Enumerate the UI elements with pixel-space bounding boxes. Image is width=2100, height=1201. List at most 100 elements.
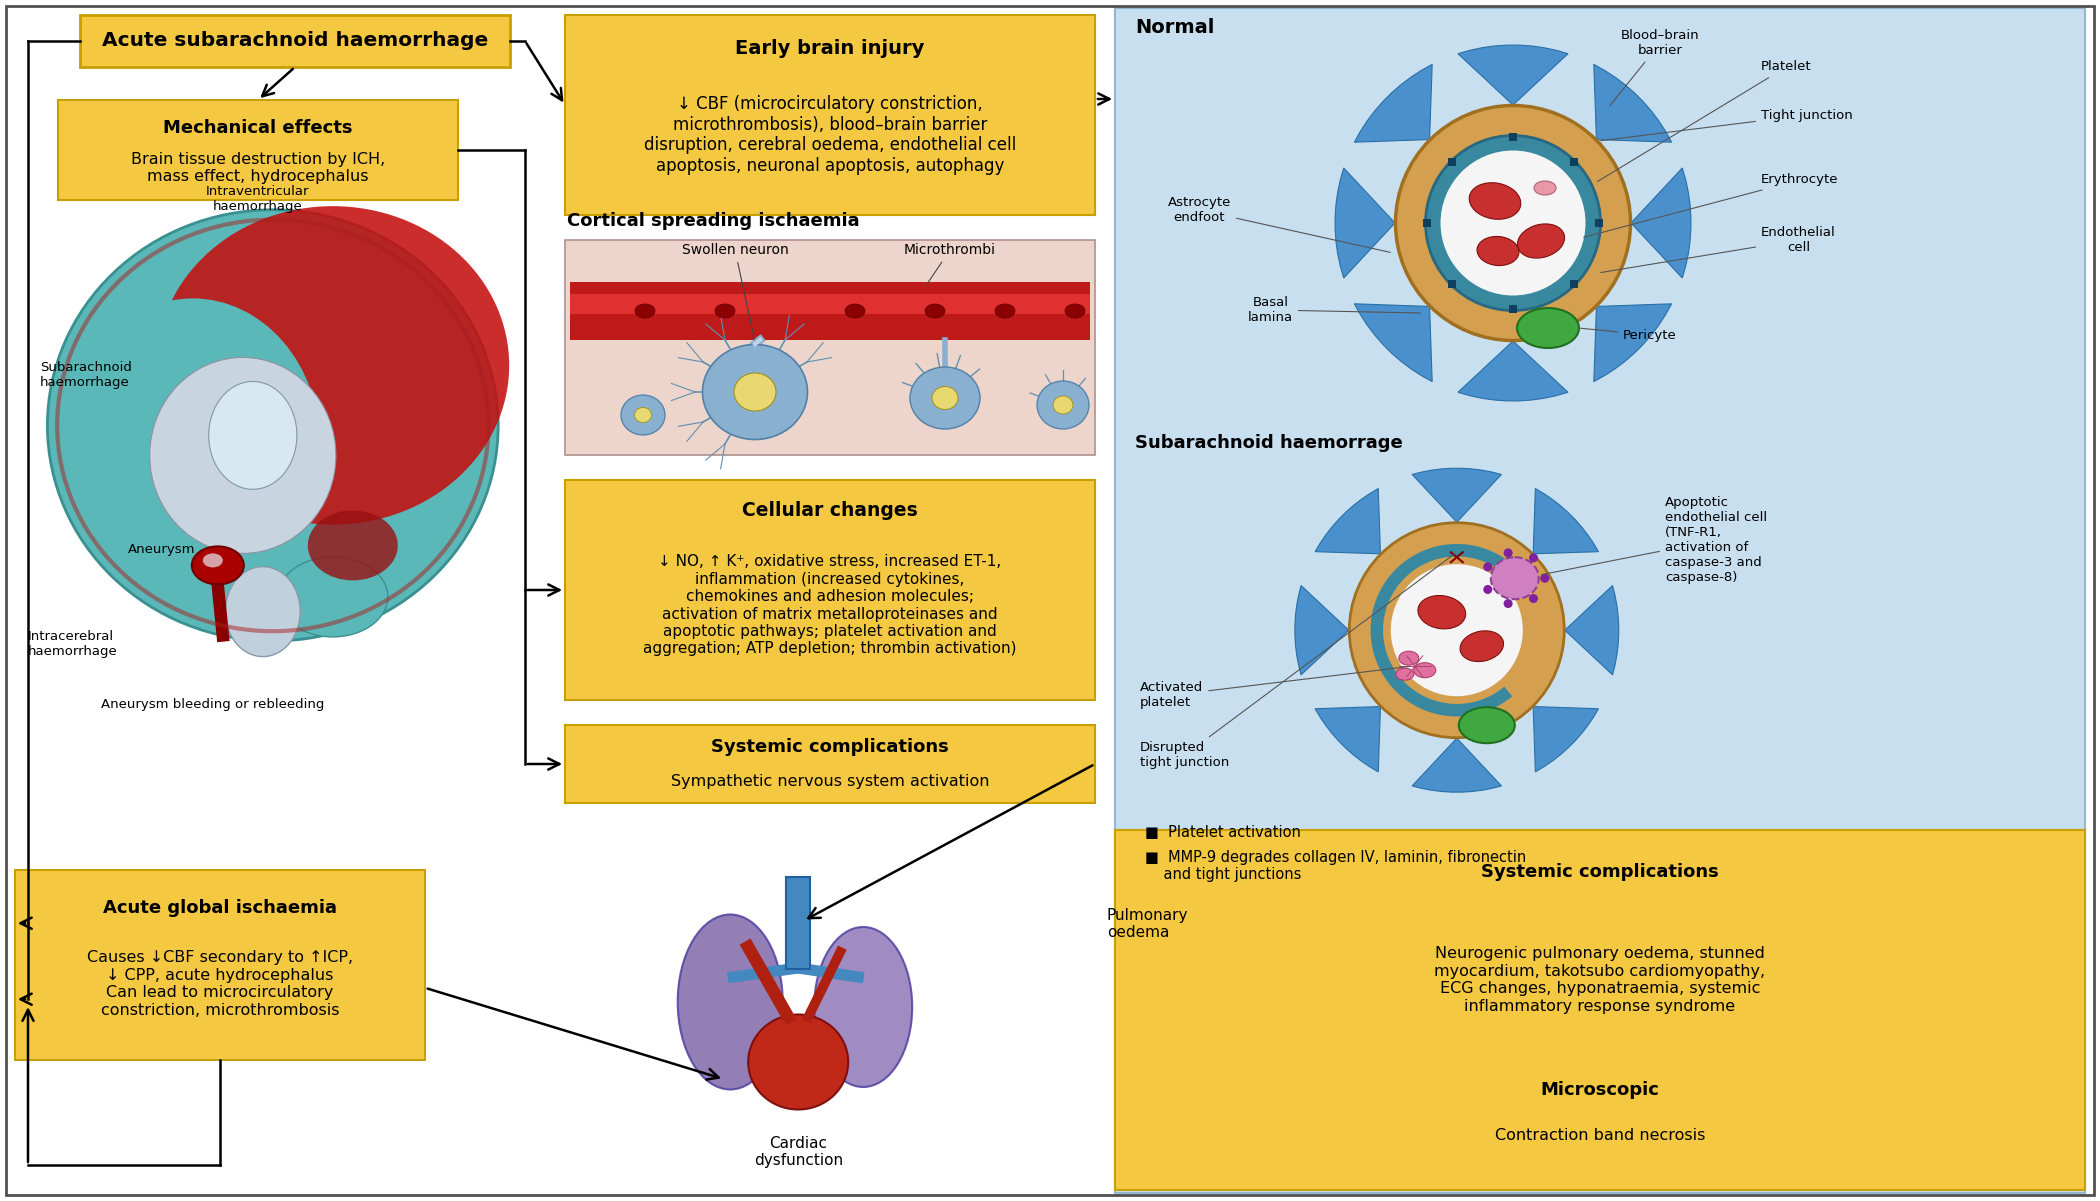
Ellipse shape	[155, 207, 508, 525]
Text: Systemic complications: Systemic complications	[712, 737, 949, 755]
Ellipse shape	[1396, 106, 1630, 341]
Text: Mechanical effects: Mechanical effects	[164, 119, 353, 137]
Text: Normal: Normal	[1134, 18, 1214, 37]
Bar	[1510, 305, 1516, 313]
Text: Acute subarachnoid haemorrhage: Acute subarachnoid haemorrhage	[103, 31, 487, 50]
Text: Platelet: Platelet	[1598, 60, 1812, 181]
Text: Microthrombi: Microthrombi	[903, 243, 995, 285]
Text: ■  MMP-9 degrades collagen IV, laminin, fibronectin
    and tight junctions: ■ MMP-9 degrades collagen IV, laminin, f…	[1144, 849, 1527, 882]
Text: Sympathetic nervous system activation: Sympathetic nervous system activation	[670, 773, 989, 789]
Text: Intracerebral
haemorrhage: Intracerebral haemorrhage	[27, 631, 118, 658]
Ellipse shape	[1476, 237, 1518, 265]
Text: Cardiac
dysfunction: Cardiac dysfunction	[754, 1136, 842, 1169]
Ellipse shape	[748, 1015, 848, 1110]
Ellipse shape	[1441, 150, 1586, 295]
FancyBboxPatch shape	[785, 877, 811, 969]
Polygon shape	[1632, 168, 1690, 277]
Ellipse shape	[924, 304, 945, 318]
Polygon shape	[1411, 468, 1502, 522]
Ellipse shape	[678, 914, 783, 1089]
Text: Basal
lamina: Basal lamina	[1247, 295, 1420, 324]
Ellipse shape	[225, 567, 300, 657]
Circle shape	[1529, 554, 1537, 562]
Ellipse shape	[1460, 707, 1514, 743]
Text: Pulmonary
oedema: Pulmonary oedema	[1107, 908, 1189, 940]
Ellipse shape	[1350, 522, 1564, 737]
FancyBboxPatch shape	[80, 14, 510, 67]
FancyBboxPatch shape	[565, 240, 1094, 455]
Ellipse shape	[909, 368, 981, 429]
Text: Disrupted
tight junction: Disrupted tight junction	[1140, 554, 1455, 769]
Polygon shape	[1354, 304, 1432, 382]
Circle shape	[1483, 562, 1493, 572]
Ellipse shape	[208, 382, 296, 489]
Text: Apoptotic
endothelial cell
(TNF-R1,
activation of
caspase-3 and
caspase-8): Apoptotic endothelial cell (TNF-R1, acti…	[1541, 496, 1766, 584]
Text: Subarachnoid
haemorrhage: Subarachnoid haemorrhage	[40, 362, 132, 389]
Polygon shape	[1315, 489, 1380, 554]
Text: Cellular changes: Cellular changes	[741, 501, 918, 520]
Ellipse shape	[1037, 381, 1090, 429]
Ellipse shape	[65, 298, 319, 592]
Ellipse shape	[714, 304, 735, 318]
Text: Swollen neuron: Swollen neuron	[682, 243, 788, 340]
Text: Acute global ischaemia: Acute global ischaemia	[103, 900, 336, 918]
Ellipse shape	[1518, 223, 1564, 258]
Text: Systemic complications: Systemic complications	[1480, 864, 1720, 882]
FancyBboxPatch shape	[565, 14, 1094, 215]
Bar	[1571, 280, 1577, 288]
Ellipse shape	[932, 387, 958, 410]
Text: Brain tissue destruction by ICH,
mass effect, hydrocephalus: Brain tissue destruction by ICH, mass ef…	[130, 151, 384, 184]
Text: Causes ↓CBF secondary to ↑ICP,
↓ CPP, acute hydrocephalus
Can lead to microcircu: Causes ↓CBF secondary to ↑ICP, ↓ CPP, ac…	[86, 950, 353, 1017]
Ellipse shape	[1390, 564, 1522, 697]
Text: ↓ NO, ↑ K⁺, oxidative stress, increased ET-1,
inflammation (increased cytokines,: ↓ NO, ↑ K⁺, oxidative stress, increased …	[643, 555, 1016, 657]
Ellipse shape	[1065, 304, 1086, 318]
Text: Neurogenic pulmonary oedema, stunned
myocardium, takotsubo cardiomyopathy,
ECG c: Neurogenic pulmonary oedema, stunned myo…	[1434, 946, 1766, 1014]
FancyBboxPatch shape	[569, 282, 1090, 340]
FancyBboxPatch shape	[1115, 8, 2085, 1193]
Ellipse shape	[735, 374, 777, 411]
Circle shape	[1529, 594, 1537, 603]
Ellipse shape	[704, 345, 808, 440]
Polygon shape	[1564, 586, 1619, 675]
Polygon shape	[1594, 65, 1672, 142]
Polygon shape	[1533, 489, 1598, 554]
Polygon shape	[1411, 739, 1502, 793]
Circle shape	[1539, 574, 1550, 582]
Bar	[1449, 280, 1455, 288]
Text: Aneurysm: Aneurysm	[128, 543, 195, 556]
Polygon shape	[1594, 304, 1672, 382]
Circle shape	[1504, 549, 1512, 557]
Polygon shape	[1533, 706, 1598, 772]
Ellipse shape	[191, 546, 244, 585]
Text: Cortical spreading ischaemia: Cortical spreading ischaemia	[567, 213, 859, 231]
Ellipse shape	[634, 407, 651, 423]
Text: Subarachnoid haemorrage: Subarachnoid haemorrage	[1134, 434, 1403, 452]
Text: Aneurysm bleeding or rebleeding: Aneurysm bleeding or rebleeding	[101, 698, 326, 711]
FancyBboxPatch shape	[569, 294, 1090, 313]
Ellipse shape	[1413, 663, 1436, 677]
Text: ■  Platelet activation: ■ Platelet activation	[1144, 825, 1300, 839]
Text: ↓ CBF (microcirculatory constriction,
microthrombosis), blood–brain barrier
disr: ↓ CBF (microcirculatory constriction, mi…	[645, 95, 1016, 175]
Ellipse shape	[995, 304, 1014, 318]
Ellipse shape	[149, 358, 336, 554]
Ellipse shape	[1052, 396, 1073, 414]
Text: Contraction band necrosis: Contraction band necrosis	[1495, 1128, 1705, 1142]
Ellipse shape	[1491, 557, 1539, 599]
Bar	[1596, 219, 1602, 227]
Text: Blood–brain
barrier: Blood–brain barrier	[1611, 29, 1699, 106]
Ellipse shape	[1396, 668, 1413, 680]
FancyBboxPatch shape	[15, 870, 424, 1060]
Ellipse shape	[1418, 596, 1466, 629]
Text: Tight junction: Tight junction	[1600, 108, 1852, 141]
Polygon shape	[1457, 46, 1569, 104]
Text: Erythrocyte: Erythrocyte	[1583, 173, 1838, 238]
Polygon shape	[1354, 65, 1432, 142]
Ellipse shape	[1460, 631, 1504, 662]
FancyBboxPatch shape	[59, 100, 458, 201]
Polygon shape	[1457, 341, 1569, 401]
Ellipse shape	[844, 304, 865, 318]
Text: Intraventricular
haemorrhage: Intraventricular haemorrhage	[206, 185, 309, 213]
Text: Endothelial
cell: Endothelial cell	[1600, 226, 1835, 273]
Text: Microscopic: Microscopic	[1541, 1081, 1659, 1099]
Text: Astrocyte
endfoot: Astrocyte endfoot	[1168, 196, 1390, 252]
